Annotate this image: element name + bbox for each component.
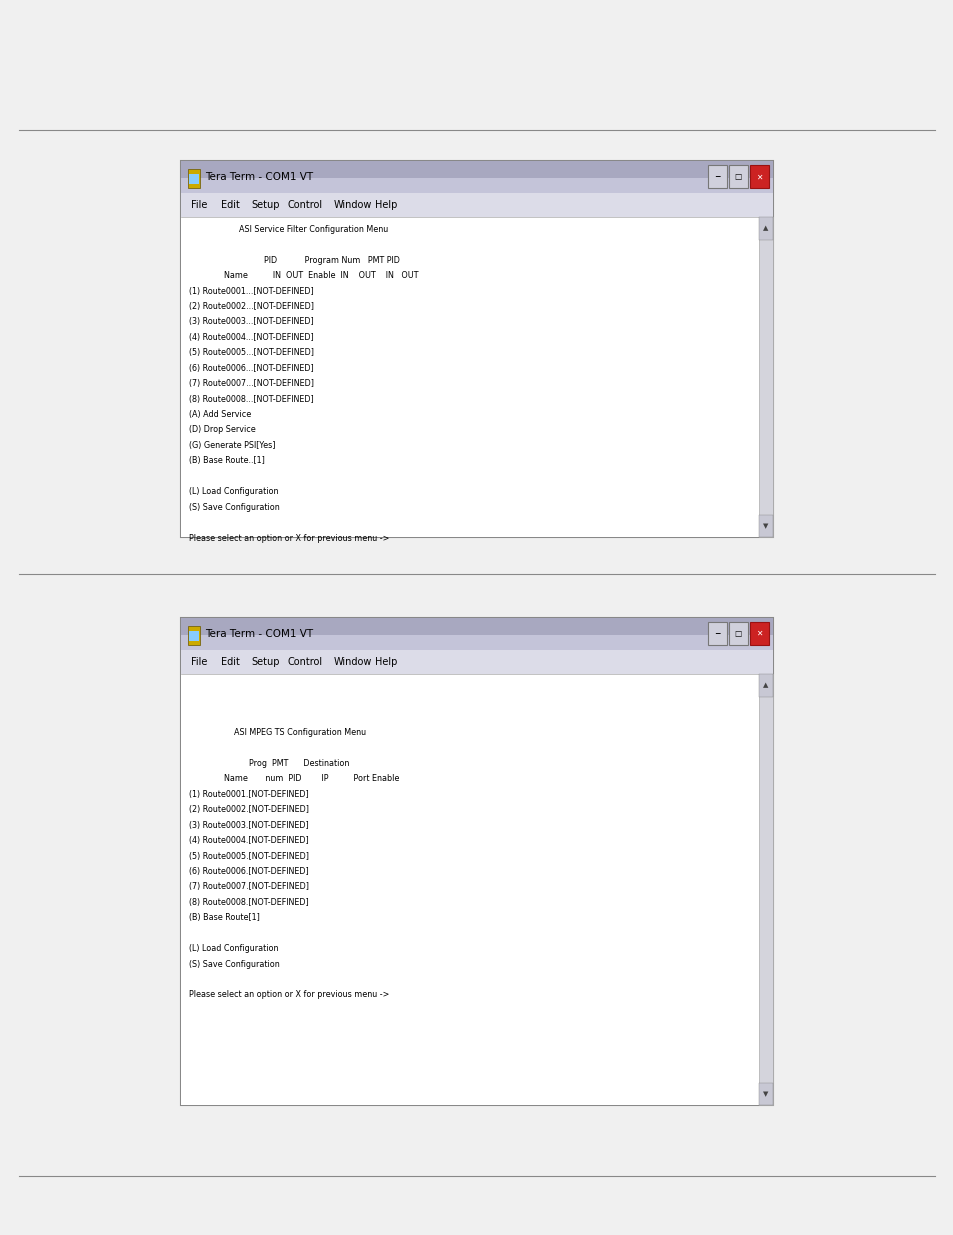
Text: (6) Route0006...[NOT-DEFINED]: (6) Route0006...[NOT-DEFINED] [189, 364, 314, 373]
Bar [759, 217, 772, 240]
Bar [749, 622, 768, 645]
Text: (2) Route0002...[NOT-DEFINED]: (2) Route0002...[NOT-DEFINED] [189, 303, 314, 311]
Text: ✕: ✕ [756, 172, 761, 182]
Text: ▲: ▲ [762, 226, 768, 231]
Bar [181, 674, 772, 1105]
Bar [181, 161, 772, 193]
Text: Help: Help [375, 657, 396, 667]
Text: Please select an option or X for previous menu ->: Please select an option or X for previou… [189, 534, 389, 542]
Text: PID           Program Num   PMT PID: PID Program Num PMT PID [189, 256, 399, 264]
Bar [181, 650, 772, 674]
Text: □: □ [734, 629, 741, 638]
Bar [189, 174, 199, 184]
Text: File: File [191, 200, 207, 210]
Text: (4) Route0004...[NOT-DEFINED]: (4) Route0004...[NOT-DEFINED] [189, 333, 314, 342]
Text: (D) Drop Service: (D) Drop Service [189, 426, 255, 435]
Text: Help: Help [375, 200, 396, 210]
Text: (L) Load Configuration: (L) Load Configuration [189, 945, 278, 953]
Text: (3) Route0003.[NOT-DEFINED]: (3) Route0003.[NOT-DEFINED] [189, 821, 309, 830]
Text: Name       num  PID        IP          Port Enable: Name num PID IP Port Enable [189, 774, 399, 783]
Bar [181, 217, 772, 537]
Text: Window: Window [334, 657, 372, 667]
Text: (S) Save Configuration: (S) Save Configuration [189, 503, 279, 511]
Text: Control: Control [288, 657, 322, 667]
Text: Name          IN  OUT  Enable  IN    OUT    IN   OUT: Name IN OUT Enable IN OUT IN OUT [189, 272, 418, 280]
Bar [759, 674, 772, 1105]
Text: (5) Route0005.[NOT-DEFINED]: (5) Route0005.[NOT-DEFINED] [189, 852, 309, 861]
Bar [707, 622, 726, 645]
Text: (A) Add Service: (A) Add Service [189, 410, 251, 419]
Bar [728, 165, 747, 188]
Bar [759, 1083, 772, 1105]
Text: Control: Control [288, 200, 322, 210]
Bar [181, 193, 772, 217]
Text: Setup: Setup [252, 200, 280, 210]
Text: (5) Route0005...[NOT-DEFINED]: (5) Route0005...[NOT-DEFINED] [189, 348, 314, 357]
Text: ▲: ▲ [762, 683, 768, 688]
Text: ASI Service Filter Configuration Menu: ASI Service Filter Configuration Menu [189, 225, 388, 233]
Text: (7) Route0007.[NOT-DEFINED]: (7) Route0007.[NOT-DEFINED] [189, 882, 309, 892]
Text: Prog  PMT      Destination: Prog PMT Destination [189, 758, 349, 768]
Text: ▼: ▼ [762, 524, 768, 529]
Bar [181, 635, 772, 650]
Text: (8) Route0008.[NOT-DEFINED]: (8) Route0008.[NOT-DEFINED] [189, 898, 309, 906]
Text: Please select an option or X for previous menu ->: Please select an option or X for previou… [189, 990, 389, 999]
Bar [188, 626, 200, 645]
Text: ✕: ✕ [756, 629, 761, 638]
Text: (2) Route0002.[NOT-DEFINED]: (2) Route0002.[NOT-DEFINED] [189, 805, 309, 814]
Text: □: □ [734, 172, 741, 182]
Bar [181, 178, 772, 193]
Text: (B) Base Route..[1]: (B) Base Route..[1] [189, 457, 265, 466]
Text: ASI MPEG TS Configuration Menu: ASI MPEG TS Configuration Menu [189, 729, 366, 737]
Bar [759, 217, 772, 537]
Text: (1) Route0001...[NOT-DEFINED]: (1) Route0001...[NOT-DEFINED] [189, 287, 314, 295]
Text: (B) Base Route[1]: (B) Base Route[1] [189, 914, 259, 923]
Text: (G) Generate PSI[Yes]: (G) Generate PSI[Yes] [189, 441, 275, 450]
Bar [749, 165, 768, 188]
Text: Edit: Edit [221, 200, 240, 210]
Bar [181, 618, 772, 650]
Bar [188, 169, 200, 188]
Text: (1) Route0001.[NOT-DEFINED]: (1) Route0001.[NOT-DEFINED] [189, 790, 309, 799]
Text: (6) Route0006.[NOT-DEFINED]: (6) Route0006.[NOT-DEFINED] [189, 867, 309, 876]
Bar [728, 622, 747, 645]
Text: (S) Save Configuration: (S) Save Configuration [189, 960, 279, 968]
Bar [181, 161, 772, 537]
Bar [759, 674, 772, 697]
Text: Setup: Setup [252, 657, 280, 667]
Bar [707, 165, 726, 188]
Text: Tera Term - COM1 VT: Tera Term - COM1 VT [205, 629, 313, 638]
Text: (4) Route0004.[NOT-DEFINED]: (4) Route0004.[NOT-DEFINED] [189, 836, 309, 845]
Text: File: File [191, 657, 207, 667]
Text: (L) Load Configuration: (L) Load Configuration [189, 488, 278, 496]
Text: Tera Term - COM1 VT: Tera Term - COM1 VT [205, 172, 313, 182]
Text: −: − [714, 629, 720, 638]
Bar [759, 515, 772, 537]
Text: (3) Route0003...[NOT-DEFINED]: (3) Route0003...[NOT-DEFINED] [189, 317, 314, 326]
Bar [189, 631, 199, 641]
Text: (8) Route0008...[NOT-DEFINED]: (8) Route0008...[NOT-DEFINED] [189, 395, 314, 404]
Bar [181, 618, 772, 1105]
Text: Window: Window [334, 200, 372, 210]
Text: −: − [714, 172, 720, 182]
Text: Edit: Edit [221, 657, 240, 667]
Text: (7) Route0007...[NOT-DEFINED]: (7) Route0007...[NOT-DEFINED] [189, 379, 314, 388]
Text: ▼: ▼ [762, 1092, 768, 1097]
